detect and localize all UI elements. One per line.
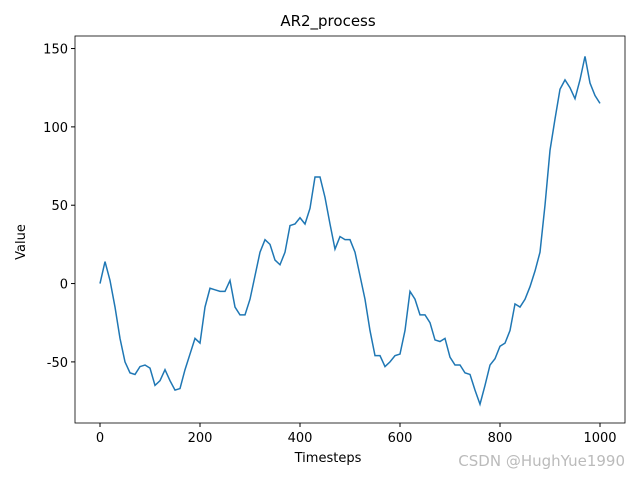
axes-frame [74, 35, 626, 424]
x-tick-label: 1000 [583, 431, 616, 446]
x-tick-label: 400 [288, 431, 313, 446]
y-tick-label: -50 [47, 356, 68, 371]
x-tick-label: 800 [488, 431, 513, 446]
chart-title: AR2_process [280, 12, 376, 31]
x-tick-label: 0 [96, 431, 104, 446]
x-axis-label: Timesteps [294, 451, 362, 466]
watermark: CSDN @HughYue1990 [458, 452, 625, 470]
x-tick-label: 200 [188, 431, 213, 446]
y-tick-label: 50 [51, 199, 68, 214]
x-tick-label: 600 [388, 431, 413, 446]
y-tick-label: 150 [43, 43, 68, 58]
y-tick-label: 0 [60, 278, 68, 293]
y-tick-label: 100 [43, 121, 68, 136]
line-series [99, 56, 601, 407]
y-axis-label: Value [14, 224, 29, 260]
